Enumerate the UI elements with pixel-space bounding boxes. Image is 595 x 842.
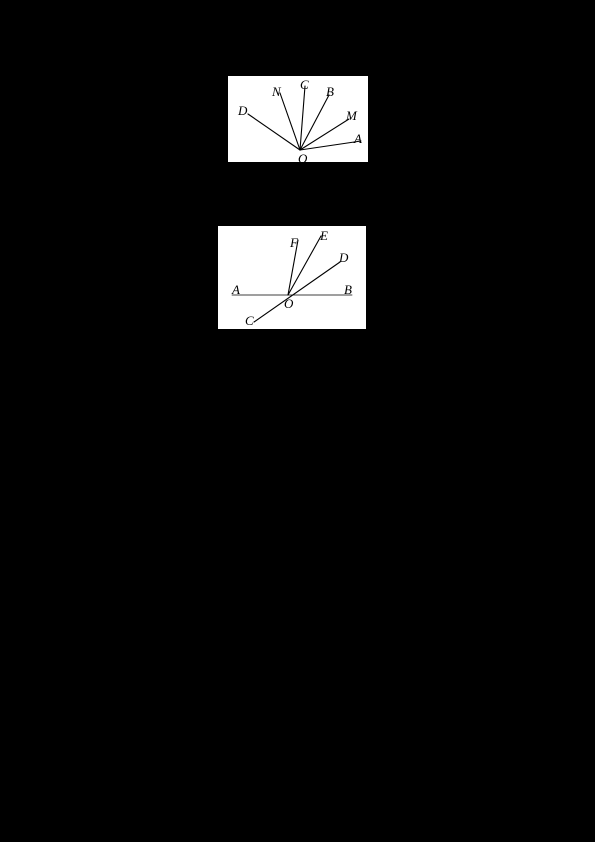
- label-B: B: [326, 85, 334, 98]
- label-D2: D: [339, 251, 348, 264]
- label-E2: E: [320, 229, 328, 242]
- label-C2: C: [245, 314, 254, 327]
- label-O1: O: [298, 152, 307, 165]
- label-B2: B: [344, 283, 352, 296]
- label-A2: A: [232, 283, 240, 296]
- label-M: M: [346, 109, 357, 122]
- label-N: N: [272, 85, 281, 98]
- label-C: C: [300, 78, 309, 91]
- ray-diagram-1: A M B C N D O: [228, 76, 368, 162]
- label-A: A: [354, 132, 362, 145]
- label-O2: O: [284, 297, 293, 310]
- label-D: D: [238, 104, 247, 117]
- label-F2: F: [290, 236, 298, 249]
- ray-diagram-2: A B C D E F O: [218, 226, 366, 329]
